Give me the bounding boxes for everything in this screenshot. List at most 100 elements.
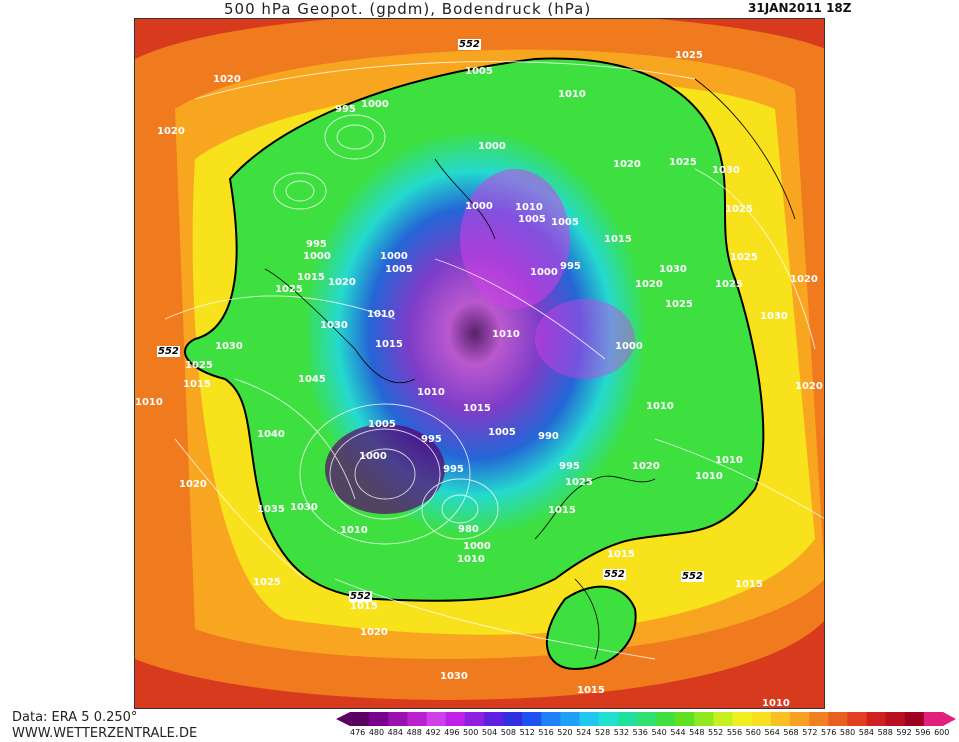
colorbar-labels: 476 480 484 488 492 496 500 504 508 512 516 520 524 5… [344, 728, 949, 740]
colorbar-legend: 476 480 484 488 492 496 500 504 508 512 516 520 524 5… [334, 712, 957, 741]
colorbar-tick-label: 580 [839, 728, 856, 737]
colorbar-cell [369, 712, 389, 726]
pressure-label: 1010 [457, 554, 485, 565]
pressure-label: 995 [421, 434, 442, 445]
pressure-label: 1000 [380, 251, 408, 262]
pressure-label: 1010 [695, 471, 723, 482]
chart-title: 500 hPa Geopot. (gpdm), Bodendruck (hPa) [224, 0, 592, 18]
map-field-svg [135, 19, 824, 708]
colorbar-cell [617, 712, 638, 726]
colorbar-tick-label: 496 [444, 728, 460, 737]
contour-552-label: 552 [349, 591, 372, 602]
coastlines [264, 78, 796, 660]
colorbar-cell [809, 712, 829, 726]
colorbar-cell [445, 712, 466, 726]
pressure-label: 1000 [303, 251, 331, 262]
pressure-label: 1005 [465, 66, 493, 77]
pressure-label: 1000 [615, 341, 643, 352]
pressure-label: 1020 [635, 279, 663, 290]
colorbar-cell [541, 712, 561, 726]
pressure-label: 1025 [675, 50, 703, 61]
pressure-label: 1025 [715, 279, 743, 290]
colorbar-tick-label: 508 [500, 728, 517, 737]
colorbar-cell [904, 712, 925, 726]
field-low-north [460, 169, 570, 309]
contour-552-label: 552 [681, 571, 704, 582]
pressure-label: 1015 [463, 403, 491, 414]
pressure-label: 1015 [577, 685, 605, 696]
pressure-label: 1015 [735, 579, 763, 590]
colorbar-tick-label: 592 [896, 728, 912, 737]
colorbar-cell [464, 712, 485, 726]
colorbar-tick-label: 520 [557, 728, 573, 737]
colorbar-tick-label: 504 [481, 728, 498, 737]
colorbar-tick-label: 532 [613, 728, 630, 737]
colorbar-cell [694, 712, 714, 726]
pressure-label: 1010 [417, 387, 445, 398]
colorbar-tick-label: 524 [576, 728, 592, 737]
colorbar-tick-label: 584 [858, 728, 875, 737]
colorbar-svg [336, 712, 956, 726]
pressure-label: 1025 [565, 477, 593, 488]
pressure-label: 1030 [215, 341, 243, 352]
colorbar-tick-label: 548 [689, 728, 705, 737]
colorbar-cell [426, 712, 447, 726]
pressure-label: 1030 [659, 264, 687, 275]
colorbar-cell [350, 712, 370, 726]
pressure-label: 1015 [548, 505, 576, 516]
pressure-label: 1020 [179, 479, 207, 490]
pressure-label: 1020 [213, 74, 241, 85]
colorbar-tick-label: 512 [519, 728, 535, 737]
pressure-label: 1010 [515, 202, 543, 213]
pressure-label: 1005 [518, 214, 546, 225]
colorbar-tick-label: 488 [406, 728, 422, 737]
field-low-east [535, 299, 635, 379]
colorbar-cell [789, 712, 810, 726]
colorbar-tick-label: 476 [350, 728, 366, 737]
pressure-label: 1025 [725, 204, 753, 215]
colorbar-cell [885, 712, 906, 726]
pressure-label: 1035 [257, 504, 285, 515]
pressure-label: 1020 [790, 274, 818, 285]
pressure-label: 1025 [669, 157, 697, 168]
colorbar-tick-label: 576 [821, 728, 837, 737]
pressure-label: 1015 [604, 234, 632, 245]
colorbar-cell [560, 712, 581, 726]
colorbar-cell [751, 712, 772, 726]
pressure-label: 1030 [440, 671, 468, 682]
colorbar-cell [732, 712, 753, 726]
colorbar-cell [847, 712, 867, 726]
pressure-label: 1025 [665, 299, 693, 310]
pressure-label: 1010 [340, 525, 368, 536]
pressure-label: 990 [538, 431, 559, 442]
pressure-label: 1030 [290, 502, 318, 513]
pressure-label: 1005 [551, 217, 579, 228]
colorbar-tick-label: 540 [651, 728, 667, 737]
colorbar-tick-label: 564 [764, 728, 780, 737]
colorbar-cell [866, 712, 887, 726]
pressure-label: 1015 [350, 601, 378, 612]
colorbar-tick-label: 536 [632, 728, 648, 737]
pressure-label: 1040 [257, 429, 285, 440]
pressure-label: 1010 [715, 455, 743, 466]
pressure-label: 1020 [157, 126, 185, 137]
colorbar-cell [713, 712, 734, 726]
pressure-label: 1010 [135, 397, 163, 408]
pressure-label: 1045 [298, 374, 326, 385]
colorbar-cell [656, 712, 676, 726]
pressure-label: 1025 [253, 577, 281, 588]
colorbar-cell [675, 712, 695, 726]
colorbar-tick-label: 588 [877, 728, 893, 737]
colorbar-tick-label: 568 [783, 728, 799, 737]
pressure-label: 1005 [488, 427, 516, 438]
colorbar-right-arrow [943, 712, 956, 726]
colorbar-tick-label: 500 [463, 728, 479, 737]
colorbar-tick-label: 556 [726, 728, 743, 737]
pressure-label: 1015 [183, 379, 211, 390]
colorbar-cell [579, 712, 600, 726]
pressure-label: 1000 [478, 141, 506, 152]
pressure-label: 995 [335, 104, 356, 115]
colorbar-tick-label: 528 [594, 728, 611, 737]
pressure-label: 1010 [367, 309, 395, 320]
contour-552-label: 552 [157, 346, 180, 357]
